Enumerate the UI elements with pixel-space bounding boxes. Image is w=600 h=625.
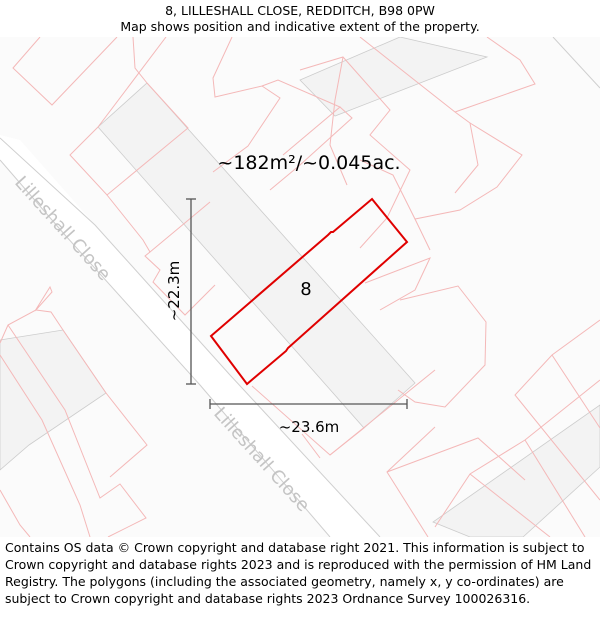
plot-number-label: 8 [300,279,311,300]
map-header: 8, LILLESHALL CLOSE, REDDITCH, B98 0PW M… [0,0,600,38]
property-map[interactable]: Lilleshall Close Lilleshall Close ~182m²… [0,37,600,537]
building-terrace-topright [299,37,489,117]
buildings [0,37,600,537]
parcel-outlines [0,37,600,537]
dimension-vertical-label: ~22.3m [165,261,183,322]
building-terrace-left [0,329,107,471]
dimension-horizontal-label: ~23.6m [279,418,340,436]
map-canvas: Lilleshall Close Lilleshall Close ~182m²… [0,37,600,537]
building-terrace-bottomright [432,404,600,537]
area-label: ~182m²/~0.045ac. [217,152,400,174]
copyright-attribution: Contains OS data © Crown copyright and d… [5,540,592,606]
map-subtitle: Map shows position and indicative extent… [120,19,480,34]
dimension-horizontal [209,399,408,409]
road-lilleshall-close [0,37,600,537]
property-address: 8, LILLESHALL CLOSE, REDDITCH, B98 0PW [165,3,435,18]
dimension-vertical [186,198,196,385]
property-boundary[interactable] [209,197,409,386]
